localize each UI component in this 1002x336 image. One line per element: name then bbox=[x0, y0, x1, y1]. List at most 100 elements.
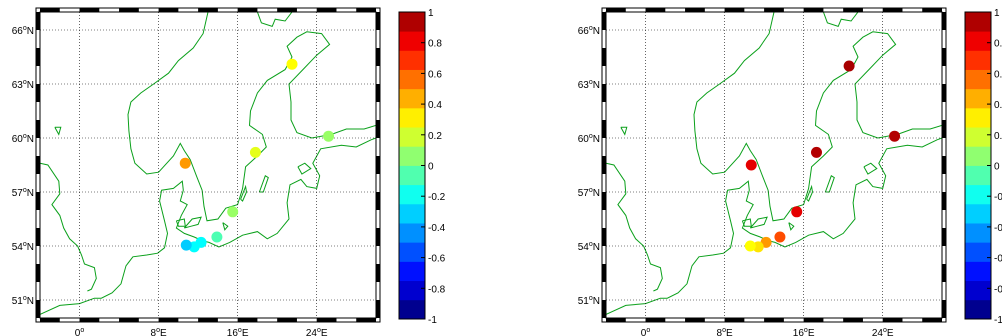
degree-symbol: o bbox=[238, 327, 242, 334]
frame-tick-segment bbox=[376, 192, 380, 210]
colorbar-swatch bbox=[965, 299, 991, 320]
frame-tick-segment bbox=[36, 300, 40, 318]
degree-symbol: o bbox=[589, 25, 593, 32]
frame-tick-segment bbox=[237, 8, 258, 12]
lat-tick-label: 54oN bbox=[578, 241, 600, 253]
frame-tick-segment bbox=[376, 12, 380, 30]
lat-tick-label: 63oN bbox=[578, 79, 600, 91]
degree-symbol: o bbox=[156, 327, 160, 334]
frame-tick-segment bbox=[764, 318, 784, 322]
colorbar: 1 0.8 0.6 0.4 0.2 0 -0.2 -0.4 -0.6 -0.8 -1 bbox=[398, 8, 446, 326]
frame-tick-segment bbox=[922, 318, 942, 322]
colorbar-swatch bbox=[965, 146, 991, 166]
coastline-segment bbox=[297, 162, 312, 175]
frame-tick-segment bbox=[36, 84, 40, 102]
coastline-segment bbox=[606, 162, 663, 292]
coastline-segment bbox=[620, 126, 628, 136]
map-frame bbox=[35, 7, 381, 323]
station-markers bbox=[179, 58, 335, 253]
frame-tick-segment bbox=[356, 318, 376, 322]
frame-tick-segment bbox=[79, 318, 100, 322]
frame-tick-segment bbox=[882, 318, 903, 322]
lat-hemisphere: N bbox=[593, 80, 600, 91]
degree-symbol: o bbox=[589, 187, 593, 194]
colorbar-swatch bbox=[965, 12, 991, 32]
degree-symbol: o bbox=[80, 327, 84, 334]
colorbar-swatch bbox=[965, 261, 991, 282]
frame-tick-segment bbox=[602, 12, 606, 30]
frame-tick-segment bbox=[942, 156, 946, 174]
lat-tick-value: 60 bbox=[12, 134, 24, 145]
frame-tick-segment bbox=[376, 228, 380, 246]
frame-tick-segment bbox=[942, 228, 946, 246]
frame-tick-segment bbox=[36, 156, 40, 174]
frame-tick-segment bbox=[602, 228, 606, 246]
colorbar-swatch bbox=[399, 31, 425, 51]
frame-tick-segment bbox=[356, 8, 376, 12]
lat-tick-label: 66oN bbox=[12, 25, 34, 37]
degree-symbol: o bbox=[23, 25, 27, 32]
degree-symbol: o bbox=[23, 133, 27, 140]
frame-tick-segment bbox=[724, 318, 745, 322]
colorbar-tick-label: 0 bbox=[994, 162, 1000, 173]
lat-tick-value: 66 bbox=[12, 26, 24, 37]
lat-hemisphere: N bbox=[593, 134, 600, 145]
colorbar-swatch bbox=[399, 261, 425, 282]
frame-tick-segment bbox=[36, 12, 40, 30]
frame-tick-segment bbox=[602, 264, 606, 282]
frame-tick-segment bbox=[36, 228, 40, 246]
colorbar-tick-label: 0.8 bbox=[428, 39, 442, 50]
frame-tick-segment bbox=[645, 8, 666, 12]
frame-tick-segment bbox=[922, 8, 942, 12]
coastline-segment bbox=[240, 184, 248, 202]
lat-tick-value: 54 bbox=[578, 242, 590, 253]
colorbar-tick-label: 0. bbox=[994, 69, 1002, 80]
frame-tick-segment bbox=[803, 8, 824, 12]
lon-hemisphere: E bbox=[242, 328, 249, 336]
colorbar-tick-label: 0. bbox=[994, 100, 1002, 111]
frame-tick-segment bbox=[942, 12, 946, 30]
lon-tick-label: 0o bbox=[75, 327, 85, 336]
degree-symbol: o bbox=[589, 79, 593, 86]
lon-tick-label: 24oE bbox=[306, 327, 328, 336]
colorbar-tick-label: -0.8 bbox=[428, 284, 446, 295]
frame-tick-segment bbox=[36, 264, 40, 282]
colorbar-swatch bbox=[965, 223, 991, 243]
colorbar-swatch bbox=[399, 146, 425, 166]
frame-tick-segment bbox=[376, 120, 380, 138]
station-marker bbox=[889, 130, 901, 142]
frame-tick-segment bbox=[942, 48, 946, 66]
lon-hemisphere: E bbox=[160, 328, 167, 336]
frame-tick-segment bbox=[685, 318, 705, 322]
coastline-segment bbox=[183, 216, 202, 229]
colorbar-swatch bbox=[965, 50, 991, 70]
frame-tick-segment bbox=[376, 84, 380, 102]
lat-tick-value: 63 bbox=[12, 80, 24, 91]
station-marker bbox=[744, 240, 756, 252]
lat-hemisphere: N bbox=[27, 296, 34, 307]
colorbar-swatch bbox=[399, 127, 425, 147]
colorbar-swatch bbox=[965, 203, 991, 224]
station-marker bbox=[180, 239, 192, 251]
coastline-segment bbox=[54, 126, 62, 136]
lat-tick-label: 51oN bbox=[12, 295, 34, 307]
frame-tick-segment bbox=[376, 264, 380, 282]
coastline bbox=[40, 12, 376, 315]
lon-tick-label: 8oE bbox=[717, 327, 733, 336]
colorbar-swatch bbox=[965, 280, 991, 301]
colorbar-swatch bbox=[399, 299, 425, 320]
degree-symbol: o bbox=[722, 327, 726, 334]
lon-tick-value: 24 bbox=[306, 328, 318, 336]
lat-tick-label: 60oN bbox=[12, 133, 34, 145]
colorbar-tick-label: -0 bbox=[994, 192, 1002, 203]
station-markers bbox=[744, 60, 901, 253]
lat-tick-label: 54oN bbox=[12, 241, 34, 253]
frame-outer bbox=[35, 7, 381, 323]
lat-hemisphere: N bbox=[27, 188, 34, 199]
station-marker bbox=[745, 159, 757, 171]
colorbar-tick-label: 1 bbox=[994, 8, 1000, 19]
frame-tick-segment bbox=[602, 84, 606, 102]
coastline-segment bbox=[256, 12, 293, 28]
